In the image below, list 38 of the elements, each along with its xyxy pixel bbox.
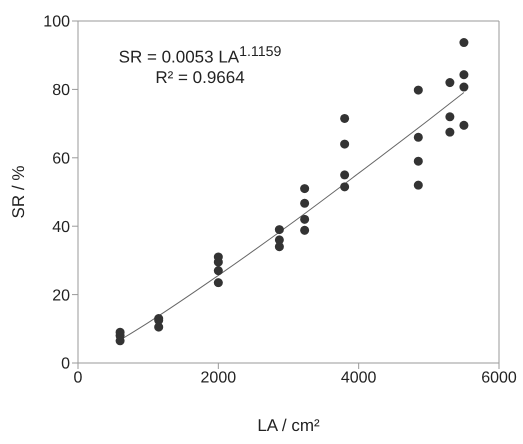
y-tick-label: 0 (61, 356, 70, 373)
x-axis-title: LA / cm² (257, 416, 320, 435)
point (459, 38, 468, 48)
point (414, 156, 423, 166)
x-tick-label: 4000 (340, 369, 377, 386)
point (414, 86, 423, 95)
y-tick-label: 80 (52, 82, 70, 100)
point (300, 184, 310, 194)
y-tick-label: 40 (52, 218, 70, 236)
point (445, 112, 454, 122)
annotation: SR = 0.0053 LA$^{1.1159}$ (118, 43, 282, 68)
point (340, 182, 350, 192)
point (154, 322, 164, 332)
point (414, 180, 423, 190)
x-tick-label: 2000 (200, 369, 236, 386)
y-axis-title: SR / % (9, 166, 28, 218)
y-tick-label: 60 (52, 150, 70, 168)
point (300, 226, 310, 235)
annotation: R² = 0.9664 (154, 68, 246, 88)
point (445, 128, 454, 137)
point (274, 225, 284, 234)
y-tick-label: 100 (43, 14, 70, 31)
point (340, 170, 350, 180)
point (300, 198, 310, 208)
point (214, 278, 223, 288)
y-tick-label: 20 (52, 287, 70, 304)
point (300, 214, 310, 224)
point (414, 132, 423, 142)
point (340, 140, 350, 149)
point (459, 120, 468, 130)
point (214, 266, 223, 276)
point (445, 78, 454, 88)
point (340, 114, 350, 123)
x-tick-label: 0 (74, 369, 83, 386)
x-tick-label: 6000 (481, 369, 517, 386)
point (274, 242, 284, 252)
point (459, 82, 468, 92)
point (459, 70, 468, 80)
